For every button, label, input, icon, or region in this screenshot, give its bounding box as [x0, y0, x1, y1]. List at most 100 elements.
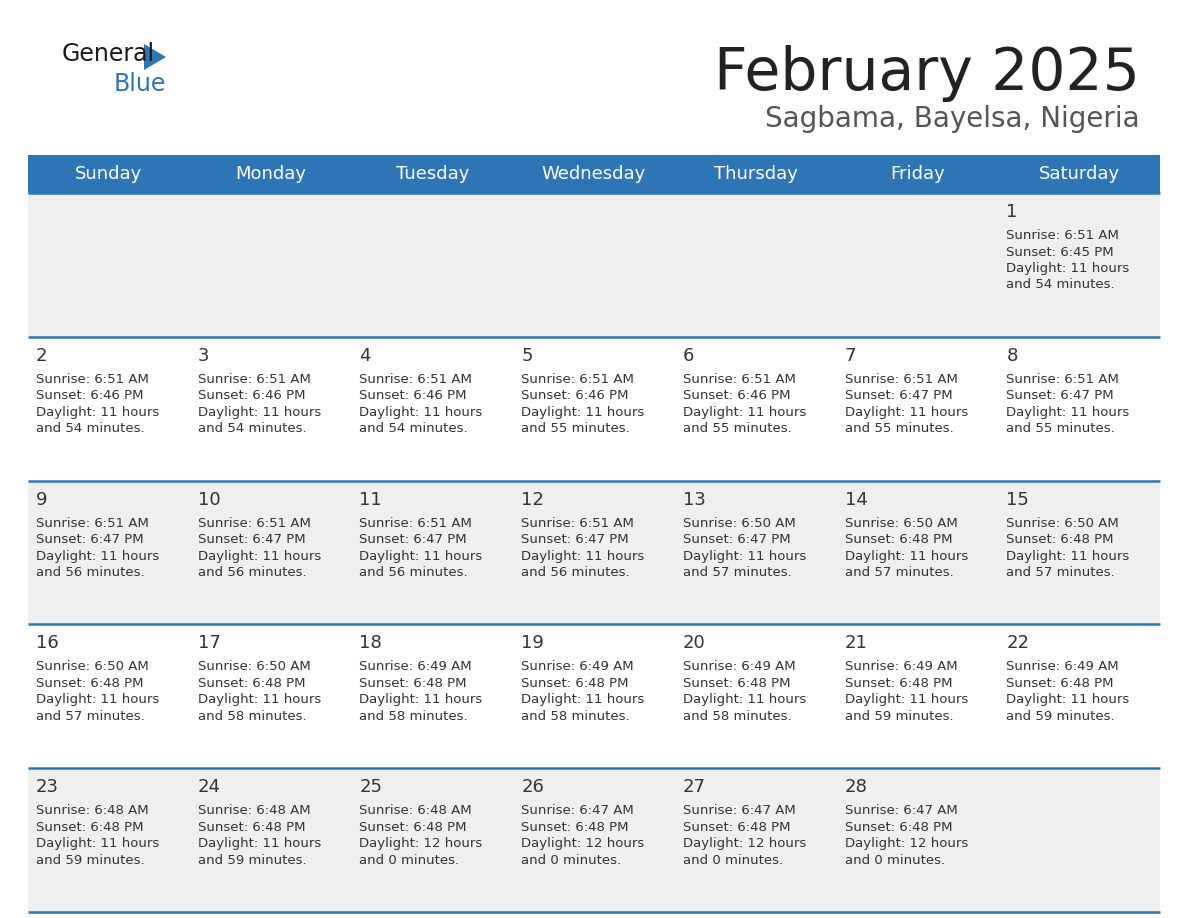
Text: Sunrise: 6:51 AM: Sunrise: 6:51 AM	[360, 373, 473, 386]
Bar	[836, 768, 998, 912]
Bar	[836, 155, 998, 193]
Text: 7: 7	[845, 347, 857, 364]
Bar	[190, 337, 352, 481]
Text: Daylight: 11 hours: Daylight: 11 hours	[522, 693, 644, 706]
Text: Sunrise: 6:47 AM: Sunrise: 6:47 AM	[845, 804, 958, 817]
Text: Sunrise: 6:51 AM: Sunrise: 6:51 AM	[1006, 373, 1119, 386]
Text: Saturday: Saturday	[1038, 165, 1120, 183]
Text: 28: 28	[845, 778, 867, 796]
Bar	[352, 193, 513, 337]
Bar	[513, 624, 675, 768]
Text: 14: 14	[845, 490, 867, 509]
Text: 21: 21	[845, 634, 867, 653]
Text: Sunrise: 6:47 AM: Sunrise: 6:47 AM	[683, 804, 796, 817]
Text: and 0 minutes.: and 0 minutes.	[683, 854, 783, 867]
Bar	[352, 481, 513, 624]
Text: Tuesday: Tuesday	[396, 165, 469, 183]
Text: and 57 minutes.: and 57 minutes.	[845, 566, 953, 579]
Text: and 56 minutes.: and 56 minutes.	[36, 566, 145, 579]
Text: 12: 12	[522, 490, 544, 509]
Text: 5: 5	[522, 347, 532, 364]
Text: Sunrise: 6:51 AM: Sunrise: 6:51 AM	[845, 373, 958, 386]
Text: Daylight: 11 hours: Daylight: 11 hours	[683, 406, 807, 419]
Text: and 59 minutes.: and 59 minutes.	[845, 710, 953, 722]
Text: Sunset: 6:48 PM: Sunset: 6:48 PM	[683, 821, 790, 834]
Text: and 58 minutes.: and 58 minutes.	[522, 710, 630, 722]
Text: Daylight: 11 hours: Daylight: 11 hours	[36, 550, 159, 563]
Text: and 57 minutes.: and 57 minutes.	[683, 566, 791, 579]
Text: Daylight: 11 hours: Daylight: 11 hours	[36, 837, 159, 850]
Text: Sunset: 6:48 PM: Sunset: 6:48 PM	[36, 677, 144, 690]
Bar	[675, 481, 836, 624]
Bar	[352, 624, 513, 768]
Text: 15: 15	[1006, 490, 1029, 509]
Text: Sunset: 6:47 PM: Sunset: 6:47 PM	[36, 533, 144, 546]
Text: Blue: Blue	[114, 72, 166, 96]
Text: 1: 1	[1006, 203, 1018, 221]
Text: Sunrise: 6:51 AM: Sunrise: 6:51 AM	[360, 517, 473, 530]
Text: Sunset: 6:48 PM: Sunset: 6:48 PM	[845, 533, 952, 546]
Bar	[998, 155, 1159, 193]
Text: 20: 20	[683, 634, 706, 653]
Text: Sunrise: 6:49 AM: Sunrise: 6:49 AM	[522, 660, 633, 674]
Text: 3: 3	[197, 347, 209, 364]
Text: Sunrise: 6:48 AM: Sunrise: 6:48 AM	[36, 804, 148, 817]
Text: Sunset: 6:48 PM: Sunset: 6:48 PM	[683, 677, 790, 690]
Text: Daylight: 11 hours: Daylight: 11 hours	[845, 406, 968, 419]
Bar	[513, 768, 675, 912]
Text: and 59 minutes.: and 59 minutes.	[1006, 710, 1114, 722]
Text: Sunset: 6:45 PM: Sunset: 6:45 PM	[1006, 245, 1114, 259]
Text: Sunrise: 6:50 AM: Sunrise: 6:50 AM	[197, 660, 310, 674]
Text: Daylight: 11 hours: Daylight: 11 hours	[1006, 550, 1130, 563]
Text: and 55 minutes.: and 55 minutes.	[845, 422, 953, 435]
Text: 24: 24	[197, 778, 221, 796]
Text: and 54 minutes.: and 54 minutes.	[36, 422, 145, 435]
Bar	[836, 481, 998, 624]
Text: Sunset: 6:48 PM: Sunset: 6:48 PM	[845, 677, 952, 690]
Text: Sunrise: 6:51 AM: Sunrise: 6:51 AM	[522, 517, 634, 530]
Bar	[29, 337, 190, 481]
Text: Sunrise: 6:51 AM: Sunrise: 6:51 AM	[683, 373, 796, 386]
Text: Sunrise: 6:49 AM: Sunrise: 6:49 AM	[845, 660, 958, 674]
Bar	[190, 193, 352, 337]
Bar	[29, 624, 190, 768]
Text: Daylight: 11 hours: Daylight: 11 hours	[197, 837, 321, 850]
Text: and 57 minutes.: and 57 minutes.	[36, 710, 145, 722]
Text: Daylight: 11 hours: Daylight: 11 hours	[197, 550, 321, 563]
Text: Thursday: Thursday	[714, 165, 797, 183]
Text: 25: 25	[360, 778, 383, 796]
Text: Daylight: 11 hours: Daylight: 11 hours	[1006, 693, 1130, 706]
Text: General: General	[62, 42, 156, 66]
Text: Monday: Monday	[235, 165, 307, 183]
Text: 8: 8	[1006, 347, 1018, 364]
Text: Sunset: 6:47 PM: Sunset: 6:47 PM	[522, 533, 628, 546]
Text: Sunrise: 6:47 AM: Sunrise: 6:47 AM	[522, 804, 634, 817]
Text: 27: 27	[683, 778, 706, 796]
Text: Sunrise: 6:51 AM: Sunrise: 6:51 AM	[522, 373, 634, 386]
Text: Daylight: 11 hours: Daylight: 11 hours	[360, 693, 482, 706]
Bar	[513, 337, 675, 481]
Text: and 0 minutes.: and 0 minutes.	[522, 854, 621, 867]
Text: Sagbama, Bayelsa, Nigeria: Sagbama, Bayelsa, Nigeria	[765, 105, 1140, 133]
Text: Sunrise: 6:48 AM: Sunrise: 6:48 AM	[197, 804, 310, 817]
Text: Sunday: Sunday	[75, 165, 143, 183]
Text: Sunset: 6:47 PM: Sunset: 6:47 PM	[845, 389, 953, 402]
Text: Daylight: 11 hours: Daylight: 11 hours	[683, 550, 807, 563]
Text: 9: 9	[36, 490, 48, 509]
Text: 19: 19	[522, 634, 544, 653]
Bar	[190, 481, 352, 624]
Text: Sunrise: 6:49 AM: Sunrise: 6:49 AM	[683, 660, 796, 674]
Text: Sunset: 6:48 PM: Sunset: 6:48 PM	[36, 821, 144, 834]
Bar	[352, 155, 513, 193]
Text: Sunrise: 6:48 AM: Sunrise: 6:48 AM	[360, 804, 472, 817]
Text: 11: 11	[360, 490, 383, 509]
Text: and 59 minutes.: and 59 minutes.	[197, 854, 307, 867]
Text: and 55 minutes.: and 55 minutes.	[1006, 422, 1116, 435]
Text: and 58 minutes.: and 58 minutes.	[360, 710, 468, 722]
Text: Sunset: 6:48 PM: Sunset: 6:48 PM	[360, 677, 467, 690]
Text: Daylight: 11 hours: Daylight: 11 hours	[360, 406, 482, 419]
Bar	[29, 768, 190, 912]
Text: Sunrise: 6:51 AM: Sunrise: 6:51 AM	[197, 517, 310, 530]
Text: Daylight: 11 hours: Daylight: 11 hours	[522, 550, 644, 563]
Bar	[836, 193, 998, 337]
